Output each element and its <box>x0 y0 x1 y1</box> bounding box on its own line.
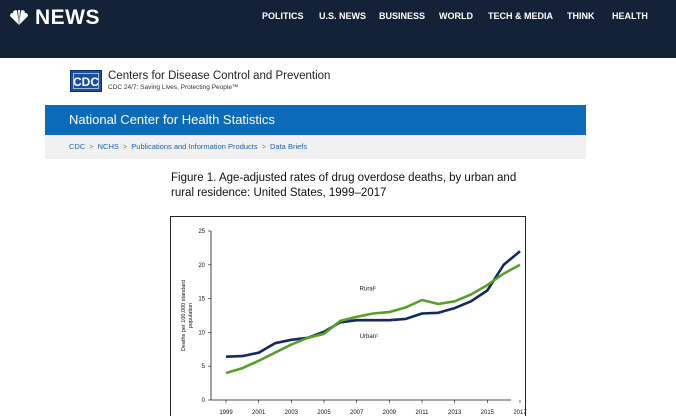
x-tick-label: 2011 <box>416 410 430 416</box>
series-line-rural <box>225 263 521 375</box>
nchs-banner: National Center for Health Statistics <box>45 105 586 135</box>
x-tick-label: 1999 <box>219 410 233 416</box>
nav-business[interactable]: BUSINESS <box>379 11 426 21</box>
cdc-tagline: CDC 24/7: Saving Lives, Protecting Peopl… <box>108 84 239 91</box>
y-axis-label: Deaths per 100,000 standardpopulation <box>181 280 194 351</box>
breadcrumb-cdc[interactable]: CDC <box>69 142 86 151</box>
nav-world[interactable]: WORLD <box>439 11 473 21</box>
urban-series-label: Urban¹ <box>360 334 378 340</box>
overdose-line-chart: 0 5 10 15 20 25 1999 2001 2003 2005 2007 2009 2011 20… <box>181 229 527 416</box>
x-tick-label: 2013 <box>448 410 462 416</box>
nav-us-news[interactable]: U.S. NEWS <box>319 11 367 21</box>
x-tick-label: 2001 <box>252 410 266 416</box>
x-tick-label: 2007 <box>350 410 364 416</box>
x-tick-label: 2005 <box>317 410 331 416</box>
nav-health[interactable]: HEALTH <box>612 11 648 21</box>
y-tick-label: 25 <box>198 229 205 235</box>
series-line-urban <box>225 250 521 358</box>
nbc-top-bar: NEWS POLITICS U.S. NEWS BUSINESS WORLD T… <box>0 0 676 58</box>
brand-text: NEWS <box>35 6 100 29</box>
y-tick-label: 5 <box>202 364 206 370</box>
figure-title: Figure 1. Age-adjusted rates of drug ove… <box>171 172 517 199</box>
cdc-name[interactable]: Centers for Disease Control and Preventi… <box>108 70 331 82</box>
breadcrumb-nchs[interactable]: NCHS <box>97 142 119 151</box>
y-tick-label: 15 <box>198 297 205 303</box>
nchs-title[interactable]: National Center for Health Statistics <box>69 112 275 127</box>
chart-frame: 0 5 10 15 20 25 1999 2001 2003 2005 2007 2009 2011 20… <box>170 216 527 416</box>
x-tick-label: 2003 <box>285 410 299 416</box>
breadcrumb-separator: > <box>89 142 94 151</box>
breadcrumb-data-briefs[interactable]: Data Briefs <box>270 142 308 151</box>
rural-series-label: Rural¹ <box>360 287 376 293</box>
peacock-icon <box>9 10 29 25</box>
y-tick-label: 10 <box>198 330 205 336</box>
breadcrumb-publications[interactable]: Publications and Information Products <box>131 142 258 151</box>
breadcrumb: CDC > NCHS > Publications and Information Pr… <box>45 135 586 159</box>
nbc-news-logo[interactable]: NEWS <box>8 6 100 29</box>
x-tick-label: 2017 <box>513 410 527 416</box>
nav-think[interactable]: THINK <box>567 11 595 21</box>
nav-tech-media[interactable]: TECH & MEDIA <box>488 11 553 21</box>
x-tick-label: 2009 <box>383 410 397 416</box>
nav-politics[interactable]: POLITICS <box>262 11 304 21</box>
x-tick-label: 2015 <box>481 410 495 416</box>
y-tick-label: 20 <box>198 263 205 269</box>
y-tick-label: 0 <box>202 398 206 404</box>
cdc-logo[interactable]: CDC <box>70 70 102 92</box>
breadcrumb-separator: > <box>122 142 128 151</box>
breadcrumb-separator: > <box>261 142 267 151</box>
